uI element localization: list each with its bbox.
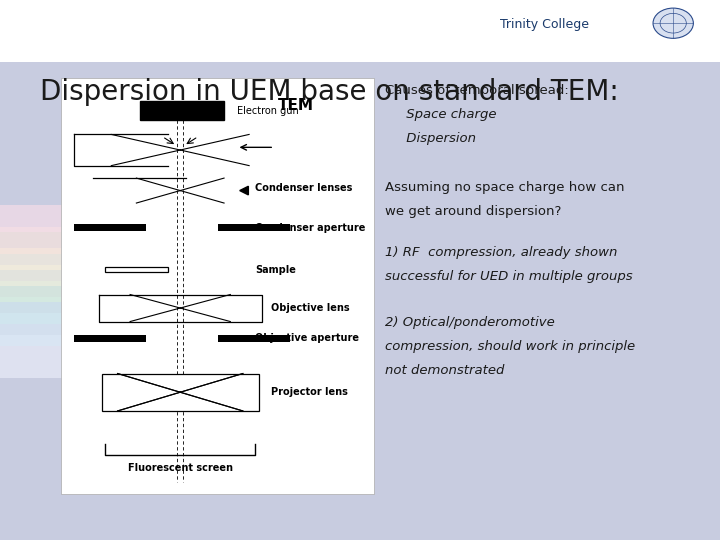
Text: successful for UED in multiple groups: successful for UED in multiple groups bbox=[385, 270, 633, 283]
Polygon shape bbox=[240, 186, 248, 195]
Text: Causes of temporal spread:: Causes of temporal spread: bbox=[385, 84, 569, 97]
Text: Objective lens: Objective lens bbox=[271, 303, 350, 313]
Bar bbox=[0, 335, 65, 378]
Circle shape bbox=[653, 8, 693, 38]
Text: Condenser aperture: Condenser aperture bbox=[256, 223, 366, 233]
Text: 1) RF  compression, already shown: 1) RF compression, already shown bbox=[385, 246, 618, 259]
Text: Condenser lenses: Condenser lenses bbox=[256, 183, 353, 193]
Bar bbox=[0, 281, 65, 302]
Text: Trinity College: Trinity College bbox=[500, 18, 590, 31]
Bar bbox=[0, 265, 65, 286]
Bar bbox=[0, 227, 65, 254]
Text: Space charge: Space charge bbox=[385, 108, 497, 121]
Bar bbox=[105, 267, 168, 272]
Text: TEM: TEM bbox=[278, 98, 314, 113]
Bar bbox=[102, 374, 258, 411]
Text: not demonstrated: not demonstrated bbox=[385, 364, 505, 377]
Text: compression, should work in principle: compression, should work in principle bbox=[385, 340, 635, 353]
Text: we get around dispersion?: we get around dispersion? bbox=[385, 205, 562, 218]
Text: Electron gun: Electron gun bbox=[237, 105, 298, 116]
Text: 2) Optical/ponderomotive: 2) Optical/ponderomotive bbox=[385, 316, 555, 329]
Text: Dispersion: Dispersion bbox=[385, 132, 476, 145]
Text: Fluorescent screen: Fluorescent screen bbox=[127, 463, 233, 472]
Bar bbox=[0, 297, 65, 324]
Bar bbox=[61, 78, 374, 494]
Text: Projector lens: Projector lens bbox=[271, 387, 348, 397]
Bar bbox=[0, 205, 65, 232]
Bar bbox=[73, 335, 145, 342]
Bar bbox=[217, 225, 290, 232]
Text: Assuming no space charge how can: Assuming no space charge how can bbox=[385, 181, 625, 194]
Text: Objective aperture: Objective aperture bbox=[256, 333, 359, 343]
Text: Sample: Sample bbox=[256, 265, 296, 274]
Bar bbox=[0, 248, 65, 270]
Text: Dispersion in UEM base on standard TEM:: Dispersion in UEM base on standard TEM: bbox=[40, 78, 618, 106]
Bar bbox=[73, 225, 145, 232]
Bar bbox=[0, 313, 65, 346]
Bar bbox=[0, 0, 720, 62]
Bar bbox=[217, 335, 290, 342]
Bar bbox=[140, 101, 224, 120]
